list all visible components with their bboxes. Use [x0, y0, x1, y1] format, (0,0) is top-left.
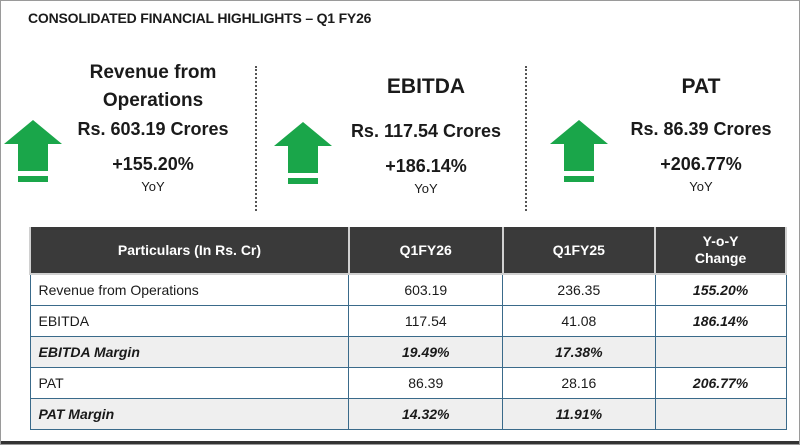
table-row: PAT Margin 14.32% 11.91% [29, 398, 787, 430]
cell-q1fy26: 86.39 [348, 367, 504, 399]
header-particulars: Particulars (In Rs. Cr) [29, 227, 350, 275]
table-row: EBITDA Margin 19.49% 17.38% [29, 336, 787, 368]
cell-yoy [654, 336, 787, 368]
kpi-name: PAT [681, 75, 721, 98]
kpi-name: EBITDA [386, 75, 466, 98]
cell-q1fy25: 41.08 [502, 305, 656, 337]
financial-table: Particulars (In Rs. Cr) Q1FY26 Q1FY25 Y-… [29, 227, 787, 430]
kpi-amount: Rs. 117.54 Crores [350, 121, 502, 141]
page-title: CONSOLIDATED FINANCIAL HIGHLIGHTS – Q1 F… [28, 10, 372, 26]
cell-yoy: 155.20% [654, 273, 787, 306]
kpi-period: YoY [414, 181, 438, 196]
kpi-period: YoY [141, 179, 165, 194]
cell-q1fy25: 11.91% [502, 398, 656, 430]
header-q1fy25: Q1FY25 [501, 227, 657, 275]
cell-q1fy25: 28.16 [502, 367, 656, 399]
cell-q1fy25: 17.38% [502, 336, 656, 368]
table-row: PAT 86.39 28.16 206.77% [29, 367, 787, 399]
cell-q1fy26: 603.19 [348, 273, 504, 306]
cell-particular: PAT [29, 367, 350, 399]
cell-yoy [654, 398, 787, 430]
cell-q1fy26: 117.54 [348, 305, 504, 337]
cell-q1fy26: 14.32% [348, 398, 504, 430]
kpi-amount: Rs. 603.19 Crores [77, 119, 229, 139]
cell-particular: EBITDA Margin [29, 336, 350, 368]
table-header: Particulars (In Rs. Cr) Q1FY26 Q1FY25 Y-… [29, 227, 787, 275]
cell-q1fy25: 236.35 [502, 273, 656, 306]
kpi-period: YoY [689, 179, 713, 194]
kpi-name: Revenue from [89, 62, 217, 83]
arrow-up-icon [4, 120, 62, 182]
kpi-growth: +155.20% [112, 154, 194, 174]
kpi-growth: +186.14% [385, 156, 467, 176]
kpi-amount: Rs. 86.39 Crores [630, 119, 772, 139]
cell-particular: Revenue from Operations [29, 273, 350, 306]
cell-yoy: 206.77% [654, 367, 787, 399]
divider [525, 66, 527, 211]
cell-q1fy26: 19.49% [348, 336, 504, 368]
kpi-pat: PAT Rs. 86.39 Crores +206.77% YoY [606, 73, 796, 194]
arrow-up-icon [274, 122, 332, 184]
arrow-up-icon [550, 120, 608, 182]
table-row: EBITDA 117.54 41.08 186.14% [29, 305, 787, 337]
bottom-border [1, 441, 799, 444]
cell-particular: PAT Margin [29, 398, 350, 430]
header-q1fy26: Q1FY26 [347, 227, 504, 275]
kpi-ebitda: EBITDA Rs. 117.54 Crores +186.14% YoY [331, 73, 521, 196]
cell-particular: EBITDA [29, 305, 350, 337]
kpi-name: Operations [102, 90, 204, 111]
kpi-growth: +206.77% [660, 154, 742, 174]
kpi-revenue: Revenue from Operations Rs. 603.19 Crore… [63, 59, 243, 194]
header-yoy-change: Y-o-Y Change [654, 227, 787, 275]
divider [255, 66, 257, 211]
cell-yoy: 186.14% [654, 305, 787, 337]
table-row: Revenue from Operations 603.19 236.35 15… [29, 273, 787, 306]
